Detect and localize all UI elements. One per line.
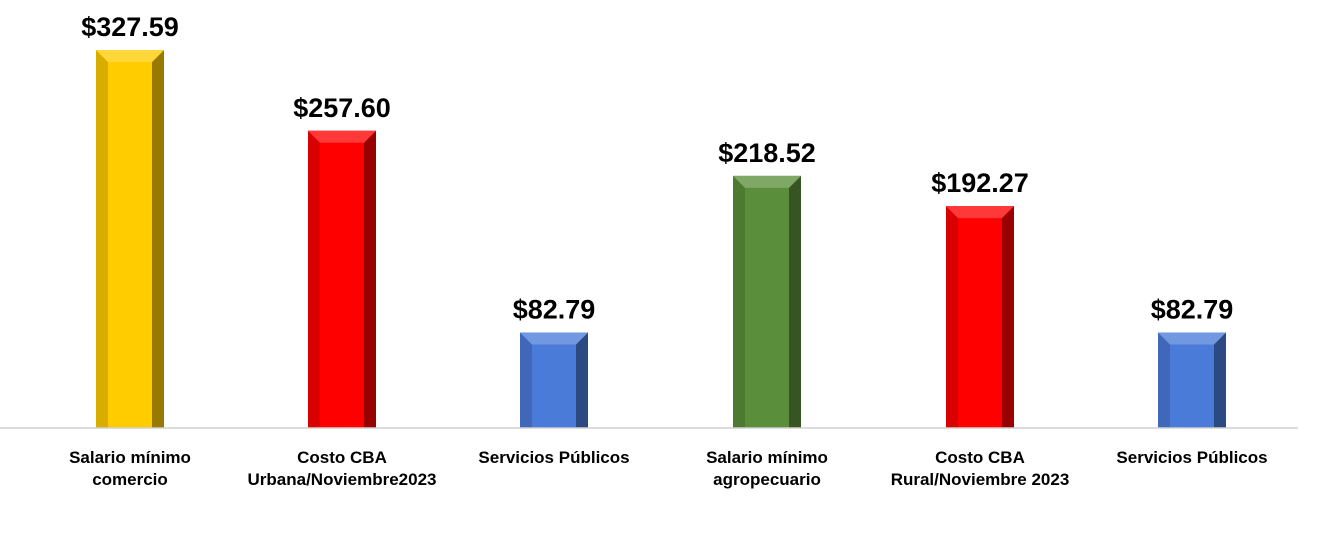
value-label: $82.79 bbox=[1151, 294, 1234, 324]
value-label: $82.79 bbox=[513, 294, 596, 324]
value-label: $192.27 bbox=[931, 168, 1029, 198]
category-label: Salario mínimo agropecuario bbox=[706, 448, 828, 489]
category-labels-group: Salario mínimo comercio Costo CBA Urbana/No… bbox=[69, 448, 1268, 489]
bar bbox=[96, 50, 164, 428]
bars-group bbox=[96, 50, 1226, 428]
bar bbox=[733, 175, 801, 428]
bar bbox=[1158, 332, 1226, 428]
value-labels-group: $327.59 $257.60 $82.79 $218.52 $192.27 $82.79 bbox=[81, 12, 1233, 324]
bar bbox=[946, 206, 1014, 428]
value-label: $327.59 bbox=[81, 12, 179, 42]
value-label: $257.60 bbox=[293, 93, 391, 123]
value-label: $218.52 bbox=[718, 138, 816, 168]
category-label: Servicios Públicos bbox=[1116, 448, 1267, 467]
category-label: Costo CBA Urbana/Noviembre2023 bbox=[248, 448, 437, 489]
category-label: Costo CBA Rural/Noviembre 2023 bbox=[891, 448, 1070, 489]
category-label: Salario mínimo comercio bbox=[69, 448, 191, 489]
category-label: Servicios Públicos bbox=[478, 448, 629, 467]
bar bbox=[308, 130, 376, 428]
bar bbox=[520, 332, 588, 428]
